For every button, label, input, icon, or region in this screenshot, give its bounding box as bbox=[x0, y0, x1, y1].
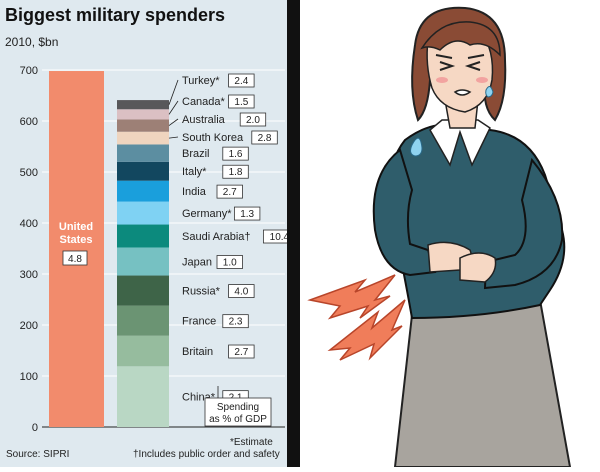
country-label-australia: Australia bbox=[182, 114, 226, 126]
country-label-britain: Britain bbox=[182, 346, 213, 358]
gdp-box-canada bbox=[228, 94, 255, 109]
gdp-label-southkorea: 2.8 bbox=[258, 133, 272, 144]
leader-line bbox=[168, 118, 179, 126]
y-tick-label: 200 bbox=[20, 320, 38, 332]
panel-divider bbox=[287, 0, 300, 467]
blush-left bbox=[436, 77, 448, 83]
bar-segment-italy bbox=[117, 161, 169, 181]
chart-subtitle: 2010, $bn bbox=[5, 35, 59, 49]
gdp-box-brazil bbox=[222, 146, 249, 161]
gdp-label-france: 2.3 bbox=[229, 317, 243, 328]
gdp-label-saudiarabia: 10.4 bbox=[270, 232, 287, 243]
gdp-label-russia: 4.0 bbox=[234, 287, 248, 298]
gdp-box-saudiarabia bbox=[262, 229, 287, 244]
gdp-box-germany bbox=[233, 206, 261, 221]
gdp-label-australia: 2.0 bbox=[246, 115, 260, 126]
bar-segment-china bbox=[117, 366, 169, 427]
sweat-drop-icon bbox=[410, 137, 423, 157]
bar-segment-france bbox=[117, 305, 169, 336]
country-label-saudiarabia: Saudi Arabia† bbox=[182, 231, 251, 243]
bar-label-united-states: States bbox=[59, 234, 92, 246]
country-label-india: India bbox=[182, 186, 207, 198]
gdp-label-italy: 1.8 bbox=[229, 167, 243, 178]
pain-lightning-bolt-icon bbox=[307, 274, 396, 320]
country-label-turkey: Turkey* bbox=[182, 75, 220, 87]
bar-segment-india bbox=[117, 180, 169, 202]
gdp-box-turkey bbox=[228, 73, 255, 88]
gdp-box-india bbox=[216, 184, 243, 199]
callout-text: as % of GDP bbox=[209, 414, 267, 425]
callout-box bbox=[204, 397, 272, 427]
left-arm bbox=[372, 148, 437, 277]
gdp-label-japan: 1.0 bbox=[223, 258, 237, 269]
bar-segment-canada bbox=[117, 109, 169, 120]
country-label-southkorea: South Korea bbox=[182, 132, 244, 144]
country-label-germany: Germany* bbox=[182, 208, 232, 220]
public-order-note: †Includes public order and safety bbox=[133, 449, 280, 460]
gdp-box-japan bbox=[216, 255, 243, 269]
country-label-russia: Russia* bbox=[182, 286, 221, 298]
gdp-label-germany: 1.3 bbox=[240, 209, 254, 220]
mouth bbox=[453, 89, 472, 96]
gdp-box-france bbox=[222, 314, 249, 329]
leader-line bbox=[168, 79, 179, 105]
chart-panel: Biggest military spenders 2010, $bn 0 100… bbox=[0, 0, 287, 467]
brows bbox=[435, 54, 485, 59]
blush-right bbox=[476, 77, 488, 83]
bar-segment-russia bbox=[117, 275, 169, 306]
y-tick-label: 300 bbox=[20, 269, 38, 281]
woman-stomach-pain-illustration bbox=[307, 6, 572, 468]
country-label-canada: Canada* bbox=[182, 96, 226, 108]
estimate-note: *Estimate bbox=[230, 437, 273, 448]
y-tick-label: 600 bbox=[20, 116, 38, 128]
country-label-france: France bbox=[182, 316, 216, 328]
country-label-japan: Japan bbox=[182, 257, 212, 269]
y-tick-label: 500 bbox=[20, 167, 38, 179]
gdp-label-canada: 1.5 bbox=[234, 97, 248, 108]
gdp-box-italy bbox=[222, 164, 249, 179]
bar-segment-saudiarabia bbox=[117, 224, 169, 248]
sweat-drop-icon bbox=[485, 86, 494, 98]
right-arm bbox=[483, 157, 564, 290]
bar-segment-australia bbox=[117, 119, 169, 132]
skirt bbox=[393, 298, 572, 468]
gdp-box-russia bbox=[228, 284, 255, 298]
chart-area: 0100200300400500600700UnitedStates4.8Chi… bbox=[20, 65, 287, 434]
gdp-box-southkorea bbox=[251, 130, 278, 145]
source-note: Source: SIPRI bbox=[6, 449, 70, 460]
left-eye bbox=[439, 61, 456, 71]
bar-segment-united-states bbox=[49, 71, 104, 428]
gdp-label-india: 2.7 bbox=[223, 187, 237, 198]
right-hand bbox=[459, 252, 497, 283]
bar-segment-southkorea bbox=[117, 131, 169, 145]
illustration-panel bbox=[300, 0, 600, 468]
y-tick-label: 700 bbox=[20, 65, 38, 77]
gdp-label-united-states: 4.8 bbox=[68, 254, 82, 265]
bangs bbox=[420, 21, 501, 57]
bar-label-united-states: United bbox=[59, 221, 93, 233]
leader-line bbox=[168, 136, 179, 139]
bar-segment-brazil bbox=[117, 144, 169, 162]
gdp-label-turkey: 2.4 bbox=[234, 76, 248, 87]
y-tick-label: 100 bbox=[20, 371, 38, 383]
bar-segment-britain bbox=[117, 335, 169, 367]
gdp-box-britain bbox=[228, 344, 255, 359]
country-label-italy: Italy* bbox=[182, 166, 207, 178]
bar-segment-turkey bbox=[117, 100, 169, 110]
bar-segment-germany bbox=[117, 201, 169, 225]
pain-lightning-bolt-icon bbox=[327, 299, 406, 361]
chart-title: Biggest military spenders bbox=[5, 5, 226, 25]
y-tick-label: 400 bbox=[20, 218, 38, 230]
gdp-box-australia bbox=[239, 112, 267, 127]
gdp-box-united-states bbox=[62, 250, 88, 266]
bar-segment-japan bbox=[117, 247, 169, 276]
y-tick-label: 0 bbox=[32, 422, 38, 434]
leader-line bbox=[168, 100, 179, 115]
country-label-brazil: Brazil bbox=[182, 148, 210, 160]
right-eye bbox=[464, 61, 481, 71]
callout-text: Spending bbox=[217, 402, 259, 413]
gdp-label-brazil: 1.6 bbox=[229, 149, 243, 160]
gdp-label-britain: 2.7 bbox=[234, 347, 248, 358]
